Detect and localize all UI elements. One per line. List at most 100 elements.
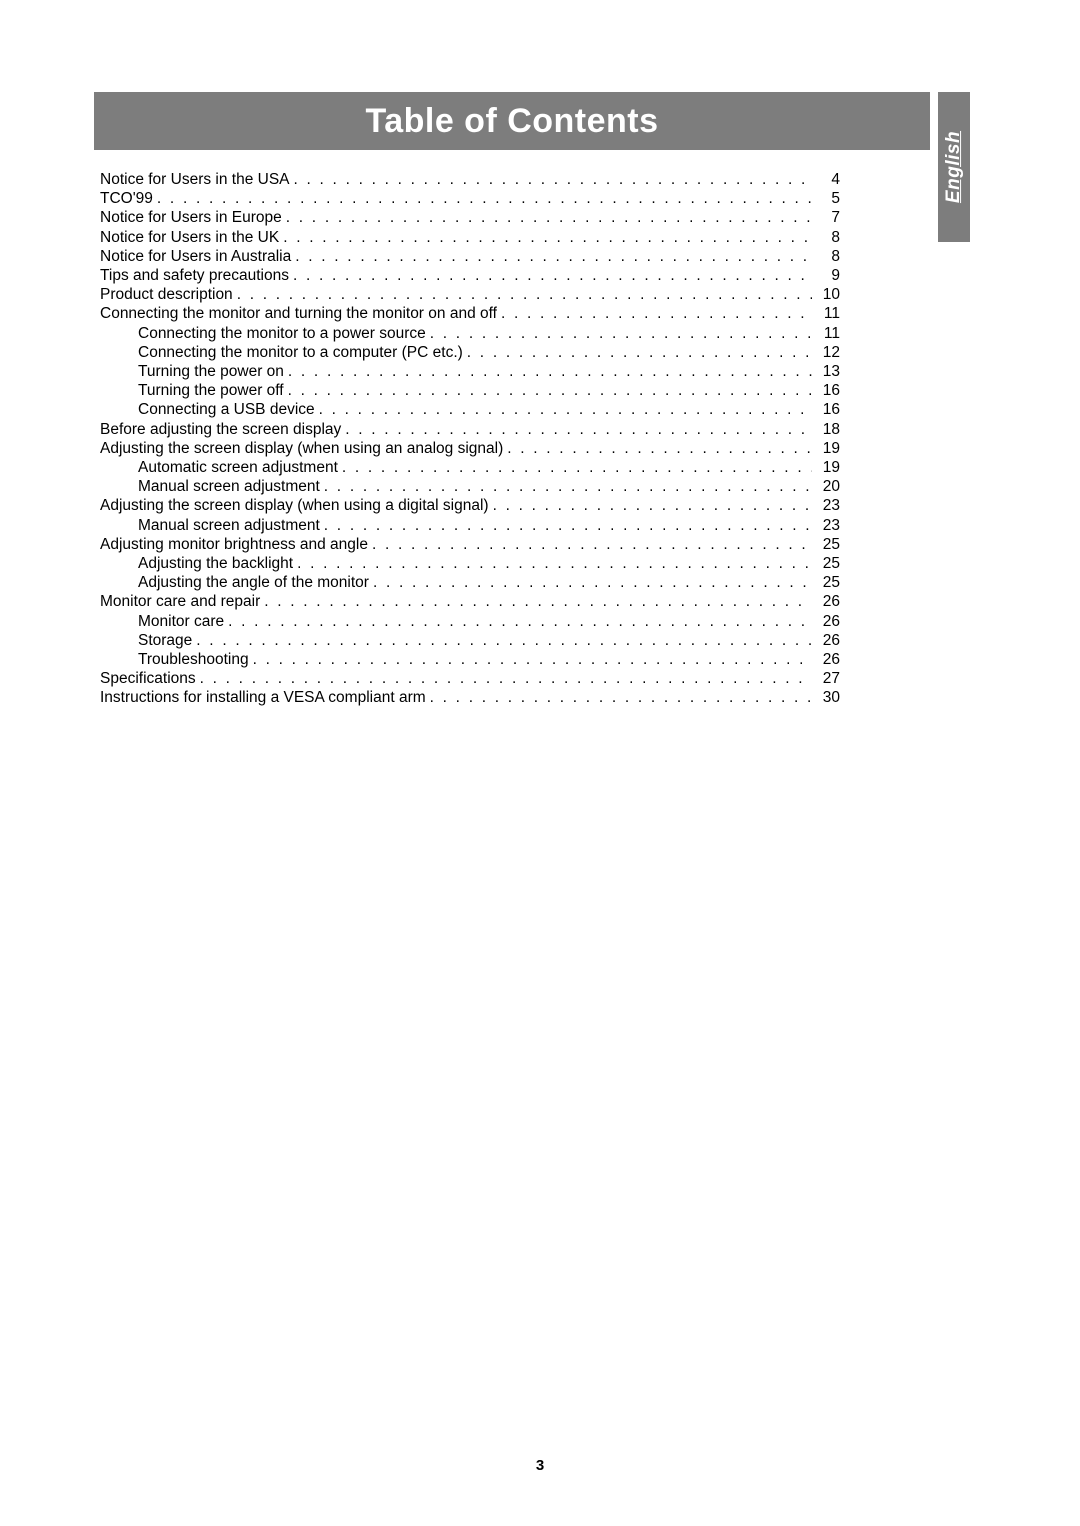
toc-leader-dots [279, 228, 812, 247]
toc-entry-page: 19 [812, 439, 840, 458]
toc-entry: Instructions for installing a VESA compl… [100, 688, 840, 707]
page-number: 3 [0, 1457, 1080, 1474]
toc-leader-dots [291, 247, 812, 266]
toc-entry-label: Adjusting the backlight [138, 554, 293, 573]
toc-entry: Adjusting the backlight 25 [100, 554, 840, 573]
toc-entry-label: Connecting the monitor to a power source [138, 324, 426, 343]
toc-entry-page: 25 [812, 573, 840, 592]
toc-leader-dots [260, 592, 812, 611]
toc-entry-label: Notice for Users in Australia [100, 247, 291, 266]
header-bar: Table of Contents [94, 92, 930, 150]
toc-leader-dots [224, 612, 812, 631]
toc-entry-page: 7 [812, 208, 840, 227]
toc-leader-dots [192, 631, 812, 650]
toc-leader-dots [289, 266, 812, 285]
toc-entry-page: 13 [812, 362, 840, 381]
toc-leader-dots [290, 170, 812, 189]
toc-entry-page: 19 [812, 458, 840, 477]
toc-entry-label: Troubleshooting [138, 650, 249, 669]
toc-entry-label: Manual screen adjustment [138, 516, 320, 535]
toc-entry-page: 16 [812, 400, 840, 419]
toc-entry: Storage 26 [100, 631, 840, 650]
toc-entry-label: Automatic screen adjustment [138, 458, 338, 477]
toc-entry-page: 5 [812, 189, 840, 208]
toc-leader-dots [497, 304, 812, 323]
toc-entry-label: Specifications [100, 669, 196, 688]
toc-entry-page: 11 [812, 324, 840, 343]
toc-leader-dots [153, 189, 812, 208]
toc-leader-dots [368, 535, 812, 554]
toc-entry-label: Notice for Users in Europe [100, 208, 282, 227]
toc-entry-label: Connecting a USB device [138, 400, 315, 419]
toc-leader-dots [338, 458, 812, 477]
toc-entry: Notice for Users in Europe 7 [100, 208, 840, 227]
toc-entry-page: 25 [812, 554, 840, 573]
toc-entry-page: 12 [812, 343, 840, 362]
toc-entry-label: Turning the power off [138, 381, 284, 400]
toc-entry-label: Manual screen adjustment [138, 477, 320, 496]
toc-entry-page: 20 [812, 477, 840, 496]
toc-entry-page: 8 [812, 247, 840, 266]
toc-entry-page: 27 [812, 669, 840, 688]
toc-entry: Adjusting monitor brightness and angle 25 [100, 535, 840, 554]
toc-entry-label: Monitor care and repair [100, 592, 260, 611]
toc-leader-dots [463, 343, 812, 362]
toc-entry: Adjusting the screen display (when using… [100, 439, 840, 458]
toc-entry-page: 11 [812, 304, 840, 323]
toc-entry: Connecting the monitor to a computer (PC… [100, 343, 840, 362]
toc-entry-label: Storage [138, 631, 192, 650]
toc-entry-label: Instructions for installing a VESA compl… [100, 688, 426, 707]
toc-leader-dots [341, 420, 812, 439]
toc-entry: Connecting a USB device 16 [100, 400, 840, 419]
toc-entry-page: 26 [812, 612, 840, 631]
toc-leader-dots [284, 362, 812, 381]
toc-entry-page: 23 [812, 516, 840, 535]
document-page: Table of Contents English Notice for Use… [0, 0, 1080, 1526]
toc-leader-dots [426, 688, 812, 707]
toc-entry: Manual screen adjustment 20 [100, 477, 840, 496]
toc-leader-dots [489, 496, 812, 515]
table-of-contents: Notice for Users in the USA4TCO'995Notic… [100, 170, 840, 708]
toc-entry: Connecting the monitor and turning the m… [100, 304, 840, 323]
toc-entry-label: Notice for Users in the UK [100, 228, 279, 247]
toc-entry-label: Connecting the monitor and turning the m… [100, 304, 497, 323]
toc-entry-label: TCO'99 [100, 189, 153, 208]
toc-entry: Notice for Users in the UK8 [100, 228, 840, 247]
toc-entry-page: 18 [812, 420, 840, 439]
toc-entry-label: Adjusting monitor brightness and angle [100, 535, 368, 554]
toc-entry: Adjusting the screen display (when using… [100, 496, 840, 515]
toc-entry: Adjusting the angle of the monitor 25 [100, 573, 840, 592]
toc-entry: Specifications 27 [100, 669, 840, 688]
toc-entry-label: Turning the power on [138, 362, 284, 381]
toc-entry-label: Adjusting the screen display (when using… [100, 439, 503, 458]
language-tab-label: English [943, 131, 965, 203]
toc-leader-dots [284, 381, 812, 400]
toc-entry-page: 25 [812, 535, 840, 554]
toc-entry: Notice for Users in Australia 8 [100, 247, 840, 266]
toc-leader-dots [293, 554, 812, 573]
toc-entry-label: Product description [100, 285, 233, 304]
toc-leader-dots [503, 439, 812, 458]
toc-entry: TCO'99 5 [100, 189, 840, 208]
toc-entry-page: 23 [812, 496, 840, 515]
toc-entry-label: Adjusting the angle of the monitor [138, 573, 369, 592]
toc-entry: Monitor care 26 [100, 612, 840, 631]
toc-entry-label: Tips and safety precautions [100, 266, 289, 285]
toc-leader-dots [369, 573, 812, 592]
page-title: Table of Contents [365, 102, 658, 141]
toc-leader-dots [320, 477, 812, 496]
toc-leader-dots [233, 285, 812, 304]
toc-entry-page: 16 [812, 381, 840, 400]
toc-entry-page: 26 [812, 631, 840, 650]
toc-entry-page: 4 [812, 170, 840, 189]
toc-entry-page: 26 [812, 592, 840, 611]
toc-leader-dots [315, 400, 812, 419]
toc-leader-dots [320, 516, 812, 535]
toc-entry: Turning the power off 16 [100, 381, 840, 400]
toc-entry: Before adjusting the screen display18 [100, 420, 840, 439]
toc-entry-label: Connecting the monitor to a computer (PC… [138, 343, 463, 362]
toc-entry-page: 9 [812, 266, 840, 285]
toc-entry: Product description10 [100, 285, 840, 304]
toc-entry-label: Monitor care [138, 612, 224, 631]
toc-leader-dots [426, 324, 812, 343]
